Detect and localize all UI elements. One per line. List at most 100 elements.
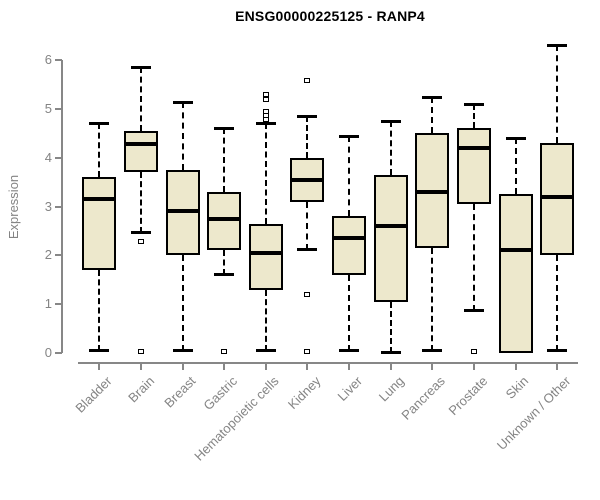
lower-whisker-cap bbox=[172, 348, 193, 352]
box-iqr bbox=[498, 194, 533, 353]
upper-whisker-cap bbox=[505, 137, 526, 141]
median-line bbox=[82, 197, 117, 202]
x-category-label: Lung bbox=[375, 373, 407, 405]
y-tick-label: 4 bbox=[44, 149, 52, 165]
y-tick-mark bbox=[55, 156, 62, 159]
x-category-label: Skin bbox=[503, 373, 532, 402]
upper-whisker-cap bbox=[172, 100, 193, 104]
y-tick-mark bbox=[55, 107, 62, 110]
x-tick-mark bbox=[389, 362, 392, 370]
y-tick-label: 0 bbox=[44, 345, 52, 360]
upper-whisker-cap bbox=[255, 122, 276, 126]
upper-whisker-line bbox=[473, 103, 476, 129]
median-line bbox=[332, 236, 367, 241]
y-axis-line bbox=[61, 60, 63, 353]
lower-whisker-cap bbox=[89, 348, 110, 352]
lower-whisker-line bbox=[431, 248, 434, 351]
x-tick-mark bbox=[473, 362, 476, 370]
y-tick-mark bbox=[55, 59, 62, 61]
median-line bbox=[457, 145, 492, 150]
median-line bbox=[248, 250, 283, 255]
x-category-label: Liver bbox=[334, 373, 366, 404]
outlier-point bbox=[137, 348, 144, 354]
lower-whisker-line bbox=[556, 255, 559, 351]
box-iqr bbox=[207, 191, 242, 251]
upper-whisker-line bbox=[181, 101, 184, 170]
x-category-label: Bladder bbox=[72, 373, 116, 416]
lower-whisker-line bbox=[139, 172, 142, 234]
y-tick-label: 3 bbox=[44, 198, 52, 214]
lower-whisker-line bbox=[306, 201, 309, 251]
outlier-point bbox=[262, 116, 269, 122]
x-tick-mark bbox=[264, 362, 267, 370]
box-iqr bbox=[248, 223, 283, 290]
upper-whisker-line bbox=[514, 138, 517, 195]
x-category-label: Brain bbox=[124, 373, 157, 406]
x-category-label: Kidney bbox=[284, 373, 324, 413]
upper-whisker-line bbox=[389, 121, 392, 175]
outlier-point bbox=[137, 238, 144, 244]
upper-whisker-line bbox=[264, 123, 267, 224]
upper-whisker-cap bbox=[380, 120, 401, 124]
median-line bbox=[290, 177, 325, 182]
y-tick-label: 5 bbox=[44, 100, 52, 116]
chart-title: ENSG00000225125 - RANP4 bbox=[235, 8, 425, 24]
x-tick-mark bbox=[514, 362, 517, 370]
box-iqr bbox=[82, 177, 117, 270]
upper-whisker-cap bbox=[464, 102, 485, 106]
upper-whisker-line bbox=[98, 123, 101, 178]
lower-whisker-line bbox=[389, 301, 392, 353]
upper-whisker-line bbox=[431, 96, 434, 134]
lower-whisker-line bbox=[223, 250, 226, 275]
upper-whisker-line bbox=[556, 45, 559, 143]
x-tick-mark bbox=[348, 362, 351, 370]
x-category-label: Gastric bbox=[200, 373, 241, 414]
upper-whisker-cap bbox=[297, 115, 318, 119]
y-axis-label: Expression bbox=[6, 174, 21, 240]
box-iqr bbox=[123, 130, 158, 173]
lower-whisker-line bbox=[264, 289, 267, 351]
box-iqr bbox=[332, 216, 367, 275]
upper-whisker-cap bbox=[89, 122, 110, 126]
x-category-label: Breast bbox=[161, 373, 199, 411]
median-line bbox=[165, 209, 200, 214]
median-line bbox=[207, 216, 242, 221]
outlier-point bbox=[262, 97, 269, 103]
box-iqr bbox=[540, 143, 575, 256]
lower-whisker-line bbox=[473, 204, 476, 312]
lower-whisker-cap bbox=[130, 231, 151, 235]
median-line bbox=[123, 141, 158, 146]
y-tick-mark bbox=[55, 254, 62, 257]
lower-whisker-cap bbox=[464, 309, 485, 313]
x-tick-mark bbox=[556, 362, 559, 370]
y-tick-label: 6 bbox=[44, 52, 52, 67]
y-tick-mark bbox=[55, 303, 62, 306]
box-iqr bbox=[373, 174, 408, 302]
outlier-point bbox=[221, 348, 228, 354]
median-line bbox=[373, 224, 408, 229]
lower-whisker-line bbox=[348, 274, 351, 351]
upper-whisker-line bbox=[306, 116, 309, 158]
lower-whisker-cap bbox=[297, 248, 318, 252]
x-tick-mark bbox=[431, 362, 434, 370]
outlier-point bbox=[471, 348, 478, 354]
upper-whisker-line bbox=[348, 135, 351, 217]
median-line bbox=[415, 189, 450, 194]
outlier-point bbox=[304, 292, 311, 298]
x-tick-mark bbox=[223, 362, 226, 370]
upper-whisker-cap bbox=[547, 44, 568, 48]
lower-whisker-line bbox=[98, 269, 101, 351]
y-tick-label: 2 bbox=[44, 247, 52, 263]
upper-whisker-cap bbox=[339, 134, 360, 138]
lower-whisker-line bbox=[181, 255, 184, 351]
outlier-point bbox=[304, 348, 311, 354]
y-tick-mark bbox=[55, 352, 62, 354]
median-line bbox=[498, 248, 533, 253]
upper-whisker-cap bbox=[130, 66, 151, 70]
upper-whisker-line bbox=[223, 128, 226, 192]
x-category-label: Hematopoietic cells bbox=[191, 373, 282, 464]
lower-whisker-cap bbox=[547, 348, 568, 352]
x-tick-mark bbox=[181, 362, 184, 370]
y-tick-label: 1 bbox=[44, 296, 52, 312]
